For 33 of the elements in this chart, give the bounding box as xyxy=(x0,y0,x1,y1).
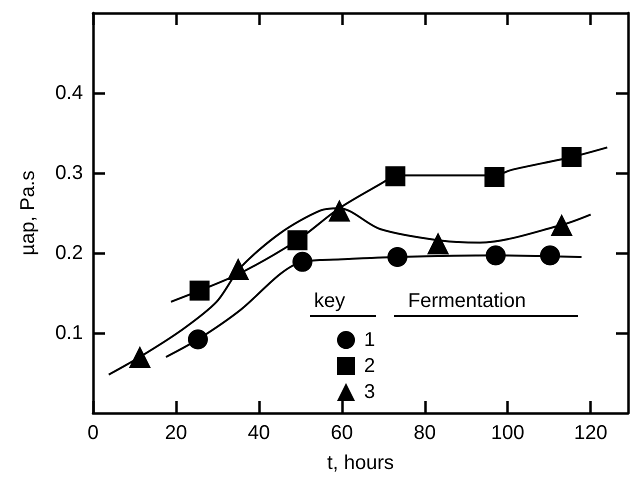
point xyxy=(292,252,312,272)
point xyxy=(562,147,582,167)
x-tick-label: 80 xyxy=(414,422,436,444)
annotation: Fermentation xyxy=(408,290,526,312)
point xyxy=(227,258,250,280)
legend-label: 1 xyxy=(364,329,376,351)
y-tick-label: 0.2 xyxy=(55,242,83,264)
y-axis-title: µap, Pa.s xyxy=(17,170,39,256)
x-axis-title: t, hours xyxy=(327,452,394,474)
point xyxy=(540,245,560,266)
legend-label: 2 xyxy=(364,355,376,377)
x-tick-label: 120 xyxy=(574,422,608,444)
x-tick-label: 0 xyxy=(87,422,99,444)
x-tick-label: 20 xyxy=(164,422,188,444)
point xyxy=(550,214,573,236)
x-tick-label: 60 xyxy=(330,422,353,444)
point xyxy=(287,230,308,250)
point xyxy=(190,280,210,301)
y-tick-label: 0.4 xyxy=(55,82,83,104)
point xyxy=(486,245,506,266)
point xyxy=(484,167,504,187)
point xyxy=(188,329,208,350)
point xyxy=(128,346,151,368)
point xyxy=(387,247,408,267)
point xyxy=(385,166,406,186)
point xyxy=(328,200,350,222)
y-tick-label: 0.1 xyxy=(55,322,83,344)
x-tick-label: 100 xyxy=(491,422,524,444)
point xyxy=(427,232,450,254)
y-tick-label: 0.3 xyxy=(55,162,83,184)
legend-title: key xyxy=(314,290,346,312)
legend-label: 3 xyxy=(364,381,376,403)
x-tick-label: 40 xyxy=(248,422,270,444)
